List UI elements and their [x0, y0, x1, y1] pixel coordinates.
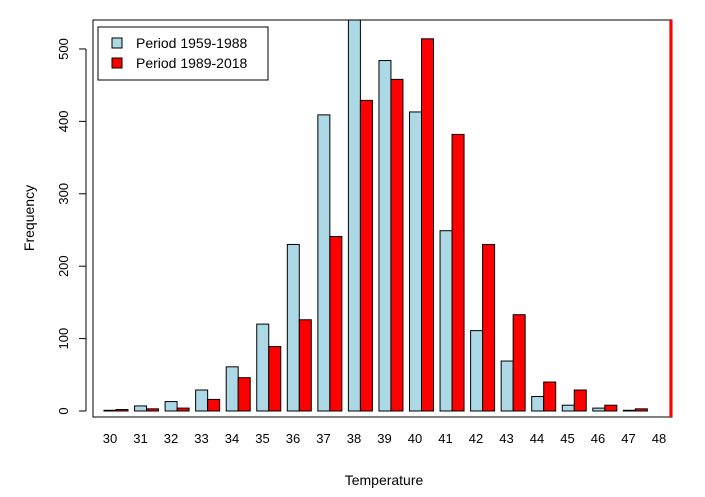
x-tick-label: 48 [652, 431, 666, 446]
bar-1959-1988-32 [164, 401, 178, 412]
x-axis-label: Temperature [345, 472, 424, 488]
bar-1989-2018-38 [359, 99, 373, 412]
x-tick-label: 44 [530, 431, 544, 446]
x-axis-tick-labels: 30 31 32 33 34 35 36 37 38 39 40 41 42 43 44 45 46 47 48 [103, 431, 666, 446]
x-tick-label: 43 [499, 431, 513, 446]
legend-swatch-1959-1988 [111, 37, 123, 49]
bar-1959-1988-41 [439, 230, 453, 412]
legend-swatch-1989-2018 [111, 57, 123, 69]
y-tick-label: 100 [56, 328, 71, 350]
bar-1989-2018-40 [421, 38, 434, 412]
bar-1959-1988-40 [409, 111, 422, 412]
bar-1959-1988-38 [347, 19, 361, 412]
bar-1959-1988-31 [134, 405, 148, 412]
bar-1959-1988-37 [317, 114, 331, 412]
bar-1989-2018-30 [115, 409, 129, 412]
bar-1989-2018-44 [543, 381, 557, 412]
y-tick-label: 300 [56, 183, 71, 205]
bar-1989-2018-46 [604, 404, 618, 412]
bars-layer [103, 19, 648, 412]
bar-1959-1988-45 [561, 404, 575, 412]
legend-label-1959-1988: Period 1959-1988 [136, 35, 248, 51]
x-tick-label: 46 [591, 431, 605, 446]
legend: Period 1959-1988 Period 1989-2018 [97, 26, 269, 81]
bar-1989-2018-37 [329, 235, 343, 412]
bar-1959-1988-33 [195, 389, 209, 412]
bar-1989-2018-36 [298, 319, 312, 412]
bar-1959-1988-42 [470, 330, 484, 412]
x-tick-label: 40 [408, 431, 422, 446]
bar-1959-1988-35 [256, 323, 270, 412]
x-tick-label: 47 [621, 431, 635, 446]
bar-1989-2018-35 [268, 346, 282, 412]
legend-box [97, 26, 269, 81]
y-axis-label: Frequency [21, 185, 37, 251]
x-tick-label: 30 [103, 431, 117, 446]
bar-1989-2018-32 [176, 407, 190, 412]
x-tick-label: 32 [164, 431, 178, 446]
bar-1959-1988-39 [378, 60, 392, 412]
bar-1989-2018-39 [390, 78, 404, 412]
bar-1959-1988-46 [592, 407, 606, 412]
y-tick-label: 400 [56, 111, 71, 133]
y-tick-label: 500 [56, 38, 71, 60]
x-tick-label: 45 [560, 431, 574, 446]
bar-1959-1988-43 [500, 360, 514, 412]
bar-1989-2018-33 [207, 398, 221, 412]
bar-1959-1988-47 [622, 409, 636, 412]
x-tick-label: 37 [316, 431, 330, 446]
bar-1959-1988-34 [225, 366, 239, 412]
bar-1989-2018-31 [146, 408, 160, 412]
x-tick-label: 38 [347, 431, 361, 446]
bar-1959-1988-36 [286, 243, 300, 412]
x-tick-label: 33 [194, 431, 208, 446]
x-tick-label: 39 [377, 431, 391, 446]
bar-1989-2018-34 [237, 377, 251, 412]
bar-1989-2018-41 [451, 133, 465, 412]
bar-1989-2018-43 [512, 314, 526, 412]
x-tick-label: 42 [469, 431, 483, 446]
bar-1959-1988-44 [531, 396, 545, 412]
legend-label-1989-2018: Period 1989-2018 [136, 55, 248, 71]
x-tick-label: 36 [286, 431, 300, 446]
x-tick-label: 41 [438, 431, 452, 446]
bar-1989-2018-45 [573, 389, 587, 412]
bar-1989-2018-47 [634, 408, 648, 412]
bar-1959-1988-30 [103, 409, 117, 412]
y-axis: 0 100 200 300 400 500 [56, 38, 87, 415]
x-tick-label: 31 [133, 431, 147, 446]
y-tick-label: 0 [56, 407, 71, 414]
y-tick-label: 200 [56, 255, 71, 277]
x-tick-label: 34 [225, 431, 239, 446]
x-tick-label: 35 [255, 431, 269, 446]
bar-1989-2018-42 [482, 243, 496, 412]
